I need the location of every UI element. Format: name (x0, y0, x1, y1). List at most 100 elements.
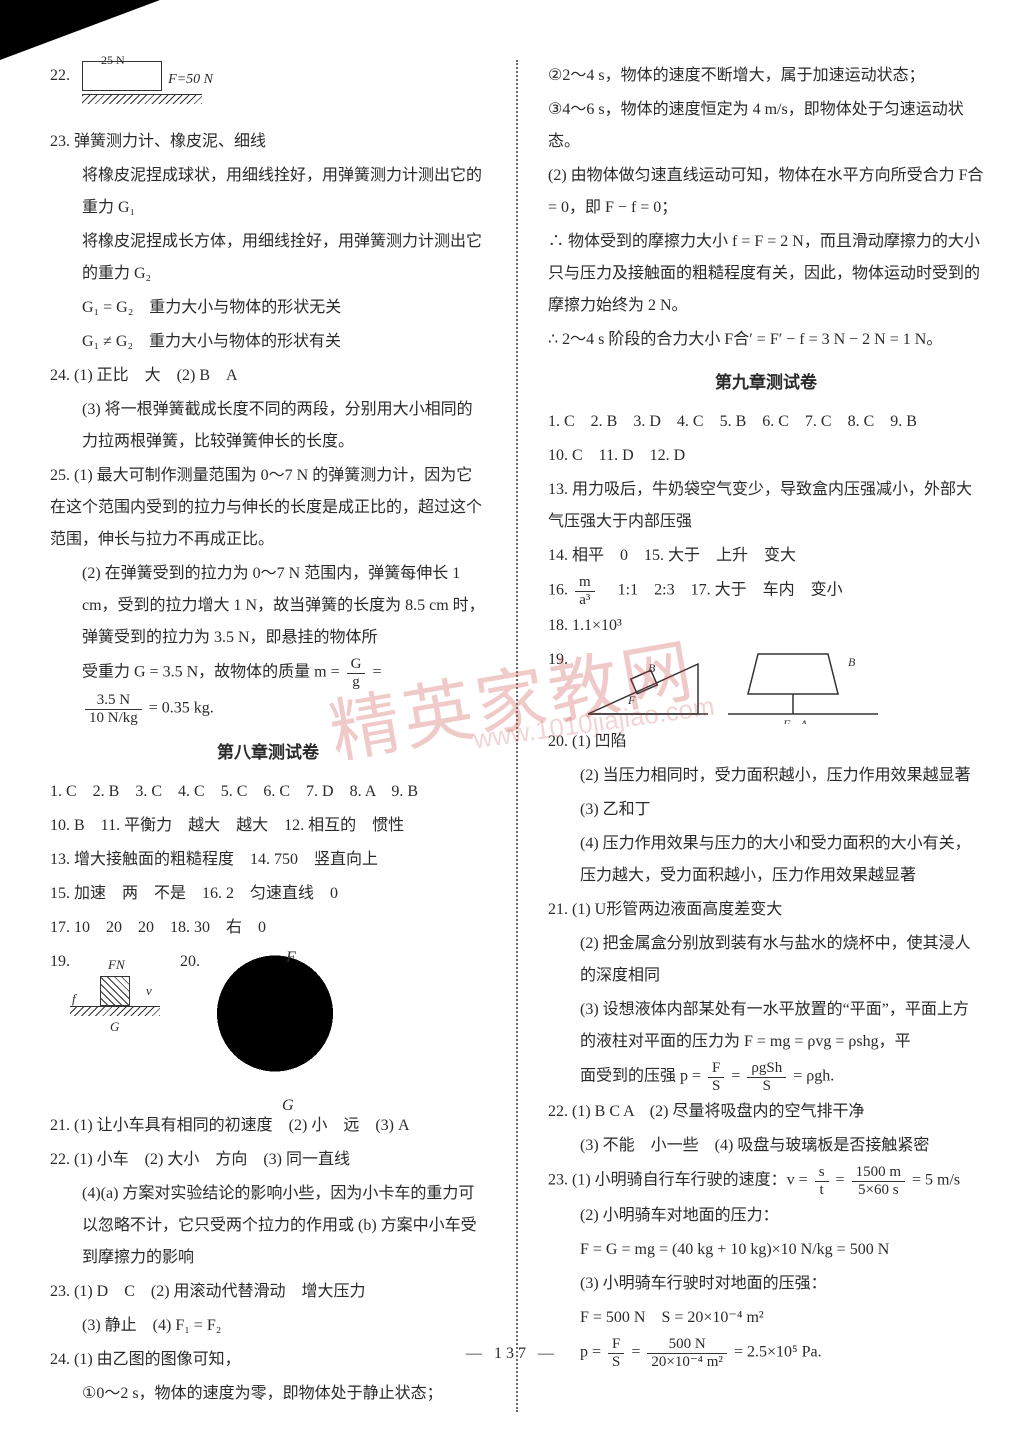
right-column: ②2～4 s，物体的速度不断增大，属于加速运动状态； ③4～6 s，物体的速度恒… (538, 60, 984, 1412)
s8-q24-l2: ①0～2 s，物体的速度为零，即物体处于静止状态； (50, 1378, 486, 1410)
s9-q23-f1: s t (815, 1164, 829, 1198)
s9-q23-l3: F = G = mg = (40 kg + 10 kg)×10 N/kg = 5… (548, 1234, 984, 1266)
s9-q20-l2: (2) 当压力相同时，受力面积越小，压力作用效果越显著 (548, 760, 984, 792)
s9-q19: 19. B F B F A (548, 644, 984, 724)
fbd-g: G (110, 1014, 119, 1040)
s9-q16b: 1:1 2:3 17. 大于 车内 变小 (602, 582, 843, 599)
q19-fbd-diagram: FN v f G (70, 946, 180, 1036)
section8-title: 第八章测试卷 (50, 736, 486, 770)
s8-q22-l2: (4)(a) 方案对实验结论的影响小些，因为小卡车的重力可以忽略不计，它只受两个… (50, 1178, 486, 1274)
fbd-v: v (146, 978, 152, 1004)
s8-row1: 1. C 2. B 3. C 4. C 5. C 6. C 7. D 8. A … (50, 776, 486, 808)
r4: ∴ 物体受到的摩擦力大小 f = F = 2 N，而且滑动摩擦力的大小只与压力及… (548, 226, 984, 322)
s9-q21-l2: (2) 把金属盒分别放到装有水与盐水的烧杯中，使其浸人的深度相同 (548, 928, 984, 992)
s9-q21: 21. (1) U形管两边液面高度差变大 (548, 894, 984, 926)
s9-q23-f2: 1500 m 5×60 s (852, 1164, 905, 1198)
svg-text:A: A (799, 717, 808, 724)
r3: (2) 由物体做匀速直线运动可知，物体在水平方向所受合力 F合 = 0，即 F … (548, 160, 984, 224)
s9-q23-l2: (2) 小明骑车对地面的压力： (548, 1200, 984, 1232)
s9-q23-l5: F = 500 N S = 20×10⁻⁴ m² (548, 1302, 984, 1334)
s9-row2: 10. C 11. D 12. D (548, 440, 984, 472)
column-divider (516, 60, 518, 1412)
s9-q18: 18. 1.1×10³ (548, 610, 984, 642)
s9-q19-label: 19. (548, 644, 568, 676)
s9-q21-f1d: S (708, 1078, 724, 1095)
s9-q23-f2d: 5×60 s (852, 1182, 905, 1199)
q25-eq: = (372, 664, 381, 681)
s9-q23a: 23. (1) 小明骑自行车行驶的速度：v = (548, 1172, 812, 1189)
s8-row3: 13. 增大接触面的粗糙程度 14. 750 竖直向上 (50, 844, 486, 876)
page-container: 22. 25 N F=50 N 23. 弹簧测力计、橡皮泥、细线 将橡皮泥捏成球… (0, 0, 1024, 1432)
s9-q19-weight-diagram: B F A (728, 644, 878, 724)
q25-l2: (2) 在弹簧受到的拉力为 0～7 N 范围内，弹簧每伸长 1 cm，受到的拉力… (50, 558, 486, 654)
s9-q23-eq: = (836, 1172, 849, 1189)
s9-q20: 20. (1) 凹陷 (548, 726, 984, 758)
r5: ∴ 2～4 s 阶段的合力大小 F合′ = F′ − f = 3 N − 2 N… (548, 324, 984, 356)
q25-frac1-den: g (347, 674, 366, 691)
q22-ground (82, 94, 202, 104)
s9-q13: 13. 用力吸后，牛奶袋空气变少，导致盒内压强减小，外部大气压强大于内部压强 (548, 474, 984, 538)
s8-q23-l2: (3) 静止 (4) F₁ = F₂ (50, 1310, 486, 1342)
q22-label: 22. (50, 67, 70, 84)
fbd-ground (70, 1006, 160, 1016)
s9-q23-f1d: t (815, 1182, 829, 1199)
s8-row4: 15. 加速 两 不是 16. 2 匀速直线 0 (50, 878, 486, 910)
s9-q14: 14. 相平 0 15. 大于 上升 变大 (548, 540, 984, 572)
q20-splash (200, 946, 350, 1096)
s9-q21-f1: F S (708, 1060, 724, 1094)
q25-frac1: G g (347, 656, 366, 690)
s9-q21-l3: (3) 设想液体内部某处有一水平放置的“平面”，平面上方的液柱对平面的压力为 F… (548, 994, 984, 1058)
s9-q21-f2n: ρgSh (747, 1060, 786, 1078)
q22-25n: 25 N (101, 48, 125, 72)
q25-l4: 3.5 N 10 N/kg = 0.35 kg. (50, 692, 486, 726)
s8-row5: 17. 10 20 20 18. 30 右 0 (50, 912, 486, 944)
q24-l1: (3) 将一根弹簧截成长度不同的两段，分别用大小相同的力拉两根弹簧，比较弹簧伸长… (50, 394, 486, 458)
s8-q19-20: 19. FN v f G 20. F G (50, 946, 486, 1108)
s9-q22: 22. (1) B C A (2) 尽量将吸盘内的空气排干净 (548, 1096, 984, 1128)
s9-q21-eq2: = ρgh. (793, 1068, 834, 1085)
s9-q21-l4: 面受到的压强 p = F S = ρgSh S = ρgh. (548, 1060, 984, 1094)
q24: 24. (1) 正比 大 (2) B A (50, 360, 486, 392)
s9-q22-l2: (3) 不能 小一些 (4) 吸盘与玻璃板是否接触紧密 (548, 1130, 984, 1162)
s9-q21-l4a: 面受到的压强 p = (580, 1068, 705, 1085)
s9-q20-l4: (4) 压力作用效果与压力的大小和受力面积的大小有关，压力越大，受力面积越小，压… (548, 828, 984, 892)
s9-q16-den: a³ (575, 592, 595, 609)
q25-result: = 0.35 kg. (149, 700, 214, 717)
q22-cart-diagram: 25 N F=50 N (82, 61, 162, 91)
q20-diagram: F G (200, 946, 350, 1108)
q20-f: F (286, 942, 296, 974)
s8-row2: 10. B 11. 平衡力 越大 越大 12. 相互的 惯性 (50, 810, 486, 842)
s8-q21: 21. (1) 让小车具有相同的初速度 (2) 小 远 (3) A (50, 1110, 486, 1142)
s9-q23-f2n: 1500 m (852, 1164, 905, 1182)
r2: ③4～6 s，物体的速度恒定为 4 m/s，即物体处于匀速运动状态。 (548, 94, 984, 158)
s9-q21-f2: ρgSh S (747, 1060, 786, 1094)
s8-q19-label: 19. (50, 946, 70, 978)
s9-q23-l4: (3) 小明骑车行驶时对地面的压强： (548, 1268, 984, 1300)
q22: 22. 25 N F=50 N (50, 60, 486, 92)
q25-frac2-den: 10 N/kg (85, 710, 142, 727)
s9-q20-l3: (3) 乙和丁 (548, 794, 984, 826)
s9-q23: 23. (1) 小明骑自行车行驶的速度：v = s t = 1500 m 5×6… (548, 1164, 984, 1198)
s9-q21-eq1: = (731, 1068, 744, 1085)
s9-q21-f2d: S (747, 1078, 786, 1095)
fbd-fn: FN (108, 952, 125, 978)
s9-q16a: 16. (548, 582, 572, 599)
q22-f50n: F=50 N (168, 66, 213, 94)
s8-q23: 23. (1) D C (2) 用滚动代替滑动 增大压力 (50, 1276, 486, 1308)
s9-q16: 16. m a³ 1:1 2:3 17. 大于 车内 变小 (548, 574, 984, 608)
q25-frac2: 3.5 N 10 N/kg (85, 692, 142, 726)
s9-q16-frac: m a³ (575, 574, 595, 608)
q23-l1: 将橡皮泥捏成球状，用细线拴好，用弹簧测力计测出它的重力 G₁ (50, 160, 486, 224)
s8-q22: 22. (1) 小车 (2) 大小 方向 (3) 同一直线 (50, 1144, 486, 1176)
s9-q23-f1n: s (815, 1164, 829, 1182)
q25: 25. (1) 最大可制作测量范围为 0～7 N 的弹簧测力计，因为它在这个范围… (50, 460, 486, 556)
fbd-box (100, 976, 130, 1006)
q23: 23. 弹簧测力计、橡皮泥、细线 (50, 126, 486, 158)
svg-text:B: B (848, 655, 856, 669)
s9-q21-f1n: F (708, 1060, 724, 1078)
s9-row1: 1. C 2. B 3. D 4. C 5. B 6. C 7. C 8. C … (548, 406, 984, 438)
svg-text:B: B (648, 661, 656, 675)
r1: ②2～4 s，物体的速度不断增大，属于加速运动状态； (548, 60, 984, 92)
page-number: — 137 — (0, 1345, 1024, 1363)
left-column: 22. 25 N F=50 N 23. 弹簧测力计、橡皮泥、细线 将橡皮泥捏成球… (50, 60, 496, 1412)
